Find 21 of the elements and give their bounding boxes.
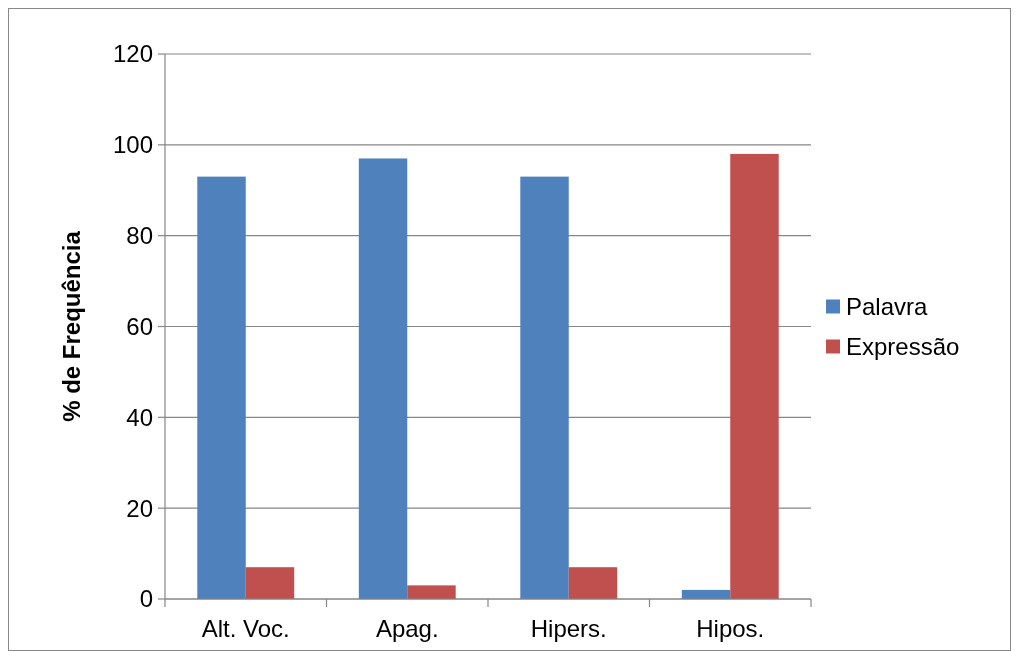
- x-tick-label: Apag.: [375, 615, 439, 642]
- legend-label: Expressão: [846, 332, 960, 360]
- bar: [520, 176, 569, 599]
- bar: [197, 176, 246, 599]
- y-axis-title: % de Frequência: [58, 230, 85, 422]
- y-tick-label: 120: [112, 40, 153, 68]
- bar: [245, 567, 295, 599]
- bar: [730, 153, 779, 599]
- y-tick-label: 20: [126, 494, 153, 522]
- bar: [358, 158, 408, 599]
- y-tick-label: 40: [126, 403, 153, 431]
- x-tick-label: Hipos.: [696, 615, 765, 642]
- y-tick-label: 60: [126, 312, 153, 340]
- bar: [568, 567, 618, 599]
- x-tick-label: Hipers.: [530, 615, 607, 642]
- y-tick-label: 80: [126, 222, 153, 250]
- legend-label: Palavra: [846, 292, 929, 320]
- y-tick-label: 100: [112, 131, 153, 159]
- y-tick-label: 0: [139, 585, 153, 613]
- x-tick-label: Alt. Voc.: [201, 615, 290, 642]
- bar: [407, 585, 456, 599]
